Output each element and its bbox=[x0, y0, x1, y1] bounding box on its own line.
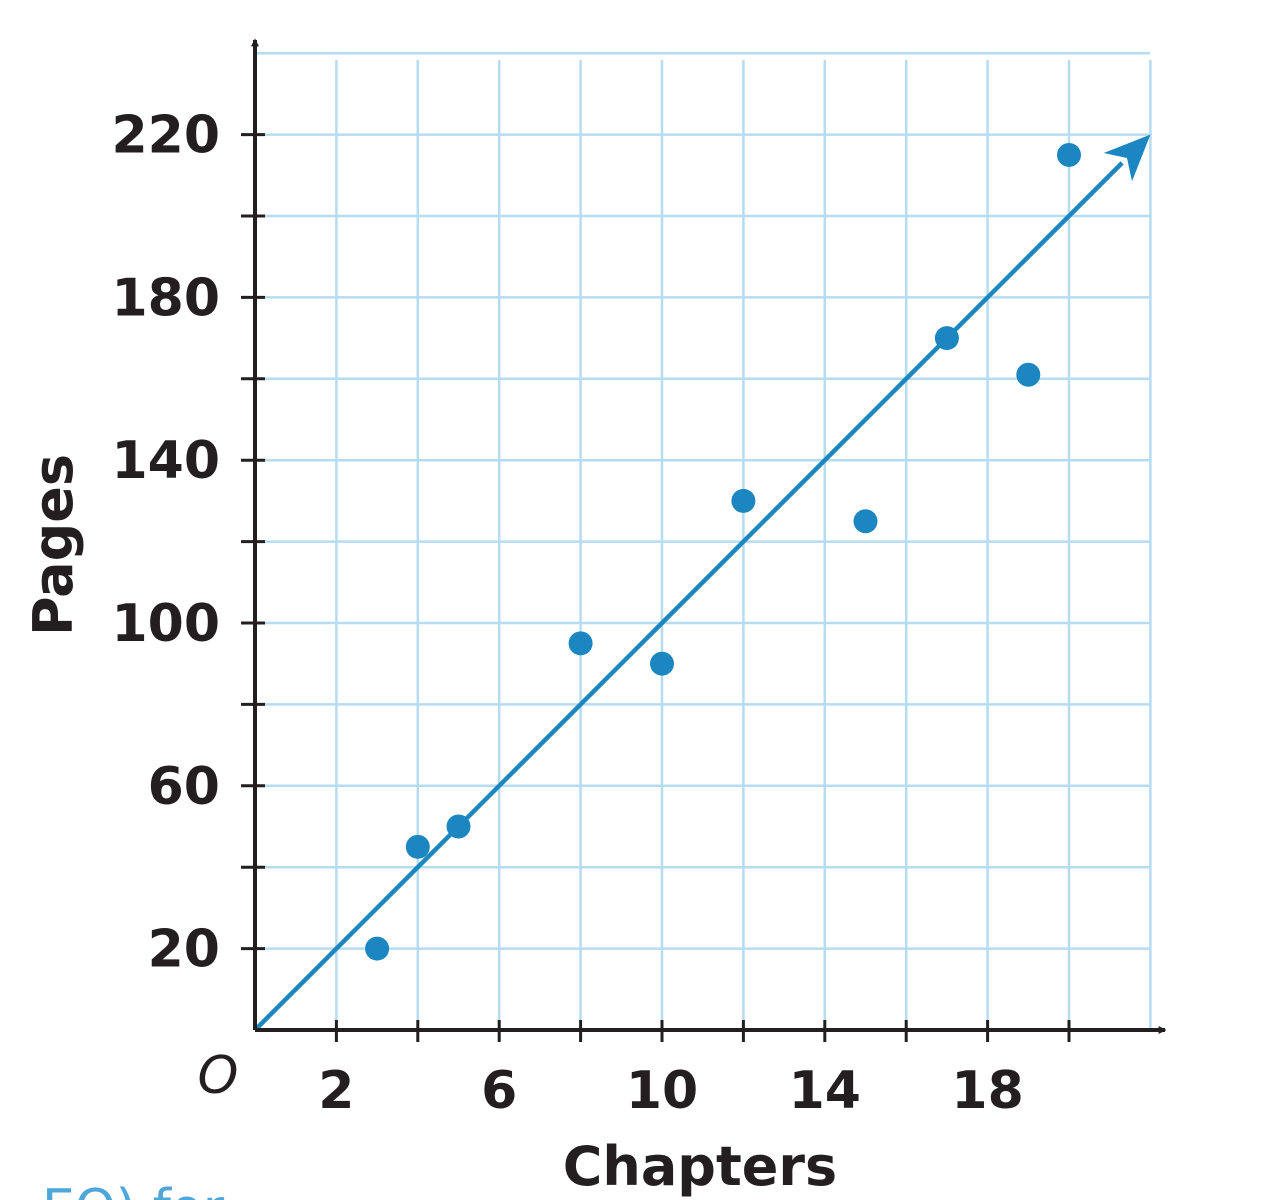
cutoff-text: EQ) for bbox=[42, 1179, 225, 1200]
ticks: 2 6 10 14 18 20 60 100 140 180 220 bbox=[111, 106, 1071, 1121]
x-tick-label: 2 bbox=[318, 1061, 354, 1121]
data-point bbox=[853, 509, 878, 534]
x-axis-title: Chapters bbox=[563, 1135, 837, 1198]
data-point bbox=[731, 488, 756, 513]
data-point bbox=[446, 814, 471, 839]
data-point bbox=[1016, 362, 1041, 387]
axes bbox=[251, 38, 1167, 1034]
x-tick-label: 6 bbox=[481, 1061, 517, 1121]
y-tick-label: 180 bbox=[111, 268, 220, 328]
y-tick-label: 140 bbox=[111, 431, 220, 491]
trend-line-arrowhead bbox=[1103, 134, 1151, 182]
grid bbox=[255, 51, 1152, 1030]
data-point bbox=[1057, 142, 1081, 167]
origin-label: O bbox=[198, 1046, 239, 1106]
data-point bbox=[650, 651, 674, 676]
data-points bbox=[365, 142, 1081, 961]
y-tick-label: 220 bbox=[111, 106, 220, 166]
y-tick-label: 100 bbox=[111, 594, 220, 654]
y-tick-label: 60 bbox=[148, 757, 220, 817]
y-axis-title: Pages bbox=[22, 454, 85, 636]
trend-line-layer bbox=[253, 134, 1151, 1032]
x-tick-label: 14 bbox=[789, 1061, 861, 1121]
trend-line bbox=[253, 161, 1124, 1032]
x-tick-label: 10 bbox=[626, 1061, 698, 1121]
data-point bbox=[405, 834, 430, 859]
data-point bbox=[568, 631, 593, 656]
data-point bbox=[934, 326, 959, 351]
data-point bbox=[365, 936, 390, 961]
y-tick-label: 20 bbox=[148, 920, 220, 980]
x-tick-label: 18 bbox=[951, 1061, 1023, 1121]
